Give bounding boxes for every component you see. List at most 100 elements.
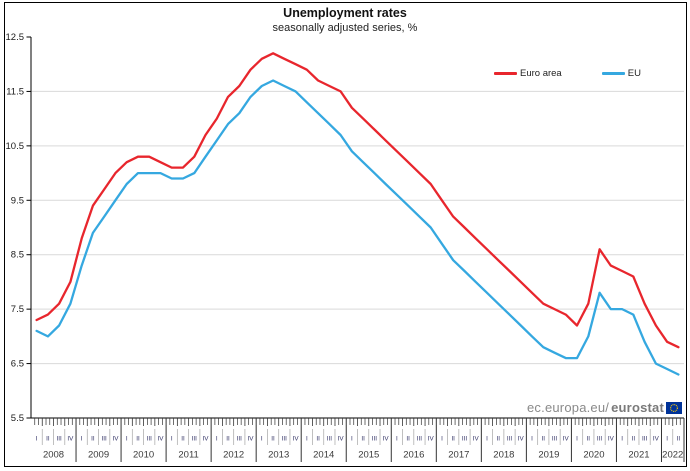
year-label: 2013 bbox=[268, 450, 289, 461]
y-tick-label: 12.5 bbox=[6, 32, 25, 43]
quarter-label: I bbox=[576, 436, 578, 443]
quarter-label: IV bbox=[293, 436, 300, 443]
quarter-label: I bbox=[306, 436, 308, 443]
year-label: 2009 bbox=[88, 450, 109, 461]
y-tick-label: 11.5 bbox=[6, 86, 24, 97]
year-label: 2015 bbox=[358, 450, 379, 461]
quarter-label: III bbox=[282, 436, 287, 443]
series-lines bbox=[35, 52, 680, 376]
quarter-label: II bbox=[136, 436, 140, 443]
quarter-label: I bbox=[171, 436, 173, 443]
quarter-label: III bbox=[417, 436, 422, 443]
eu-flag-icon bbox=[666, 401, 682, 414]
y-tick-label: 5.5 bbox=[11, 413, 24, 424]
quarter-label: II bbox=[632, 436, 636, 443]
quarter-label: II bbox=[316, 436, 320, 443]
quarter-label: III bbox=[552, 436, 557, 443]
y-tick-label: 8.5 bbox=[11, 250, 24, 261]
year-label: 2008 bbox=[43, 450, 64, 461]
quarter-label: III bbox=[192, 436, 197, 443]
figure-border bbox=[4, 2, 687, 467]
quarter-label: II bbox=[271, 436, 275, 443]
quarter-label: I bbox=[531, 436, 533, 443]
series-line-euro-area bbox=[35, 52, 680, 349]
legend-item-euro-area: Euro area bbox=[494, 68, 562, 79]
quarter-label: IV bbox=[608, 436, 615, 443]
year-label: 2018 bbox=[493, 450, 514, 461]
quarter-label: I bbox=[261, 436, 263, 443]
x-axis: I II III IV I II III IV I II III IV I II III IV I II III IV… bbox=[31, 417, 685, 462]
legend-label-eu: EU bbox=[627, 68, 641, 79]
quarter-label: II bbox=[181, 436, 185, 443]
quarter-label: IV bbox=[67, 436, 74, 443]
chart-title: Unemployment rates bbox=[283, 6, 407, 20]
quarter-label: I bbox=[351, 436, 353, 443]
legend-swatch-euro-area-icon bbox=[494, 72, 517, 75]
quarter-label: III bbox=[327, 436, 332, 443]
quarter-label: III bbox=[102, 436, 107, 443]
quarter-label: I bbox=[621, 436, 623, 443]
quarter-label: IV bbox=[518, 436, 525, 443]
quarter-label: II bbox=[451, 436, 455, 443]
quarter-label: IV bbox=[653, 436, 660, 443]
quarter-label: II bbox=[46, 436, 50, 443]
quarter-label: IV bbox=[338, 436, 345, 443]
year-label: 2010 bbox=[133, 450, 154, 461]
year-label: 2019 bbox=[538, 450, 559, 461]
series-line-eu bbox=[35, 79, 680, 376]
quarter-label: I bbox=[216, 436, 218, 443]
quarter-label: IV bbox=[248, 436, 255, 443]
legend-item-eu: EU bbox=[601, 68, 641, 79]
legend-label-euro-area: Euro area bbox=[520, 68, 562, 79]
y-tick-label: 9.5 bbox=[11, 195, 24, 206]
year-label: 2017 bbox=[448, 450, 469, 461]
quarter-label: IV bbox=[203, 436, 210, 443]
year-label: 2011 bbox=[178, 450, 198, 461]
y-tick-label: 10.5 bbox=[6, 141, 25, 152]
chart-subtitle: seasonally adjusted series, % bbox=[272, 22, 418, 34]
quarter-label: II bbox=[496, 436, 500, 443]
gridlines bbox=[31, 90, 684, 365]
year-label: 2012 bbox=[223, 450, 244, 461]
year-label: 2016 bbox=[403, 450, 424, 461]
quarter-label: III bbox=[372, 436, 377, 443]
year-label: 2021 bbox=[628, 450, 649, 461]
quarter-label: II bbox=[587, 436, 591, 443]
legend-swatch-eu-icon bbox=[601, 72, 625, 75]
quarter-label: III bbox=[237, 436, 242, 443]
quarter-label: II bbox=[677, 436, 681, 443]
quarter-label: II bbox=[91, 436, 95, 443]
quarter-label: II bbox=[226, 436, 230, 443]
watermark-url-prefix: ec.europa.eu/ bbox=[527, 400, 610, 415]
y-tick-label: 7.5 bbox=[11, 304, 24, 315]
quarter-label: IV bbox=[112, 436, 119, 443]
quarter-label: I bbox=[126, 436, 128, 443]
quarter-label: IV bbox=[428, 436, 435, 443]
watermark-eurostat: eurostat bbox=[611, 400, 664, 415]
watermark: ec.europa.eu/ eurostat bbox=[527, 400, 682, 415]
y-axis: 5.5 6.5 7.5 8.5 9.5 10.5 11.5 12.5 bbox=[6, 32, 32, 424]
quarter-label: II bbox=[361, 436, 365, 443]
year-label: 2020 bbox=[583, 450, 604, 461]
quarter-label: I bbox=[486, 436, 488, 443]
quarter-label: II bbox=[406, 436, 410, 443]
quarter-label: IV bbox=[157, 436, 164, 443]
y-tick-label: 6.5 bbox=[11, 359, 24, 370]
quarter-label: III bbox=[642, 436, 647, 443]
quarter-label: III bbox=[462, 436, 467, 443]
quarter-label: I bbox=[666, 436, 668, 443]
quarter-label: I bbox=[441, 436, 443, 443]
quarter-label: IV bbox=[383, 436, 390, 443]
quarter-label: I bbox=[81, 436, 83, 443]
year-label: 2014 bbox=[313, 450, 334, 461]
quarter-label: I bbox=[396, 436, 398, 443]
quarter-label: IV bbox=[473, 436, 480, 443]
quarter-label: I bbox=[36, 436, 38, 443]
quarter-label: IV bbox=[563, 436, 570, 443]
quarter-label: III bbox=[597, 436, 602, 443]
chart-legend: Euro area EU bbox=[494, 68, 641, 79]
quarter-label: III bbox=[147, 436, 152, 443]
quarter-label: III bbox=[507, 436, 512, 443]
